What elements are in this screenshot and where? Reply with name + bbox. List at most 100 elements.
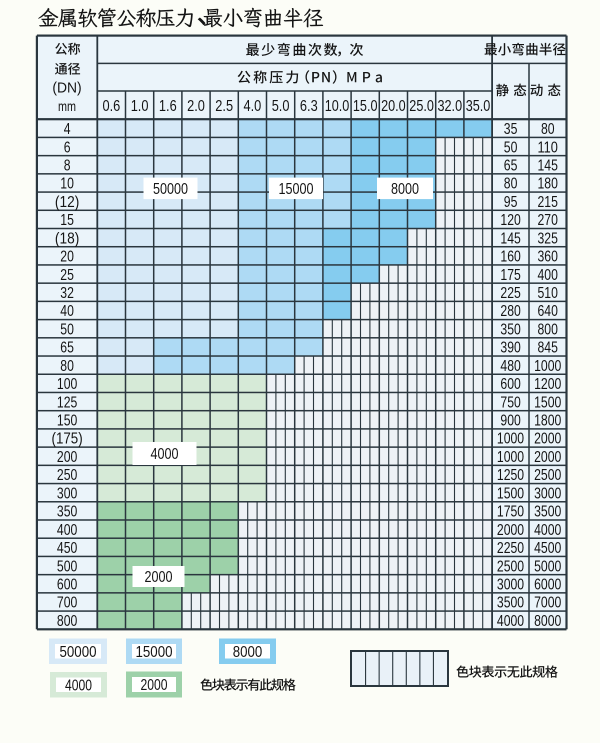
- svg-text:35: 35: [504, 121, 518, 138]
- svg-text:80: 80: [60, 358, 74, 375]
- svg-text:2000: 2000: [145, 569, 173, 586]
- svg-text:4000: 4000: [151, 446, 179, 463]
- svg-text:2000: 2000: [497, 522, 524, 539]
- svg-text:3500: 3500: [497, 595, 524, 612]
- svg-text:750: 750: [500, 394, 520, 411]
- svg-text:600: 600: [57, 577, 77, 594]
- svg-text:150: 150: [57, 413, 77, 430]
- svg-text:480: 480: [500, 358, 520, 375]
- svg-text:4000: 4000: [65, 678, 92, 695]
- svg-text:15000: 15000: [279, 181, 314, 198]
- svg-text:510: 510: [538, 285, 558, 302]
- svg-text:5.0: 5.0: [272, 98, 290, 115]
- svg-text:325: 325: [538, 230, 558, 247]
- svg-text:50000: 50000: [153, 181, 188, 198]
- svg-text:600: 600: [500, 376, 520, 393]
- svg-text:4: 4: [64, 121, 71, 138]
- svg-text:65: 65: [504, 158, 518, 175]
- svg-text:15000: 15000: [136, 644, 173, 661]
- svg-text:180: 180: [538, 176, 558, 193]
- svg-text:7000: 7000: [534, 595, 561, 612]
- svg-text:900: 900: [500, 413, 520, 430]
- svg-text:2.5: 2.5: [215, 98, 233, 115]
- svg-text:6: 6: [64, 139, 71, 156]
- svg-text:845: 845: [538, 340, 558, 357]
- svg-text:8000: 8000: [534, 613, 561, 630]
- svg-text:6000: 6000: [534, 577, 561, 594]
- svg-text:15: 15: [60, 212, 74, 229]
- svg-text:270: 270: [538, 212, 558, 229]
- svg-text:32: 32: [60, 285, 74, 302]
- svg-text:25: 25: [60, 267, 74, 284]
- svg-text:20: 20: [60, 249, 74, 266]
- svg-text:mm: mm: [58, 98, 76, 114]
- svg-text:1000: 1000: [497, 431, 524, 448]
- svg-text:300: 300: [57, 485, 77, 502]
- svg-text:5000: 5000: [534, 558, 561, 575]
- svg-text:50: 50: [504, 139, 518, 156]
- svg-text:2.0: 2.0: [187, 98, 205, 115]
- svg-text:1000: 1000: [534, 358, 561, 375]
- svg-text:1500: 1500: [497, 485, 524, 502]
- svg-text:450: 450: [57, 540, 77, 557]
- svg-text:215: 215: [538, 194, 558, 211]
- svg-text:2500: 2500: [497, 558, 524, 575]
- svg-text:35.0: 35.0: [466, 98, 491, 115]
- svg-text:145: 145: [500, 230, 520, 247]
- svg-text:1000: 1000: [497, 449, 524, 466]
- svg-text:(12): (12): [55, 194, 79, 211]
- svg-text:3000: 3000: [497, 577, 524, 594]
- svg-text:390: 390: [500, 340, 520, 357]
- svg-text:160: 160: [500, 249, 520, 266]
- svg-text:25.0: 25.0: [409, 98, 434, 115]
- svg-text:8: 8: [64, 158, 71, 175]
- svg-text:225: 225: [500, 285, 520, 302]
- svg-text:(DN): (DN): [52, 81, 81, 97]
- svg-text:80: 80: [504, 176, 518, 193]
- svg-text:(175): (175): [52, 431, 83, 448]
- svg-text:1200: 1200: [534, 376, 561, 393]
- svg-text:20.0: 20.0: [381, 98, 406, 115]
- svg-text:8000: 8000: [391, 181, 419, 198]
- svg-text:95: 95: [504, 194, 518, 211]
- svg-text:2000: 2000: [141, 677, 168, 694]
- svg-text:3000: 3000: [534, 485, 561, 502]
- svg-text:100: 100: [57, 376, 77, 393]
- svg-text:120: 120: [500, 212, 520, 229]
- svg-text:2500: 2500: [534, 467, 561, 484]
- svg-text:3500: 3500: [534, 504, 561, 521]
- svg-text:32.0: 32.0: [438, 98, 463, 115]
- svg-text:400: 400: [538, 267, 558, 284]
- svg-text:1.0: 1.0: [131, 98, 149, 115]
- svg-text:350: 350: [57, 504, 77, 521]
- svg-text:50: 50: [60, 321, 74, 338]
- svg-text:1500: 1500: [534, 394, 561, 411]
- svg-text:360: 360: [538, 249, 558, 266]
- svg-text:200: 200: [57, 449, 77, 466]
- svg-text:1750: 1750: [497, 504, 524, 521]
- svg-text:640: 640: [538, 303, 558, 320]
- svg-text:(18): (18): [55, 230, 79, 247]
- svg-text:125: 125: [57, 394, 77, 411]
- svg-text:4000: 4000: [497, 613, 524, 630]
- svg-text:4.0: 4.0: [244, 98, 262, 115]
- svg-text:0.6: 0.6: [103, 98, 121, 115]
- svg-text:2250: 2250: [497, 540, 524, 557]
- svg-text:2000: 2000: [534, 431, 561, 448]
- svg-text:50000: 50000: [60, 644, 97, 661]
- svg-text:280: 280: [500, 303, 520, 320]
- svg-text:4000: 4000: [534, 522, 561, 539]
- svg-text:1800: 1800: [534, 413, 561, 430]
- svg-text:800: 800: [538, 321, 558, 338]
- svg-text:175: 175: [500, 267, 520, 284]
- svg-text:350: 350: [500, 321, 520, 338]
- svg-text:700: 700: [57, 595, 77, 612]
- svg-text:1.6: 1.6: [159, 98, 177, 115]
- svg-text:8000: 8000: [233, 644, 263, 661]
- svg-text:10.0: 10.0: [325, 98, 350, 115]
- svg-text:15.0: 15.0: [353, 98, 378, 115]
- svg-text:400: 400: [57, 522, 77, 539]
- svg-text:4500: 4500: [534, 540, 561, 557]
- svg-text:145: 145: [538, 158, 558, 175]
- svg-text:40: 40: [60, 303, 74, 320]
